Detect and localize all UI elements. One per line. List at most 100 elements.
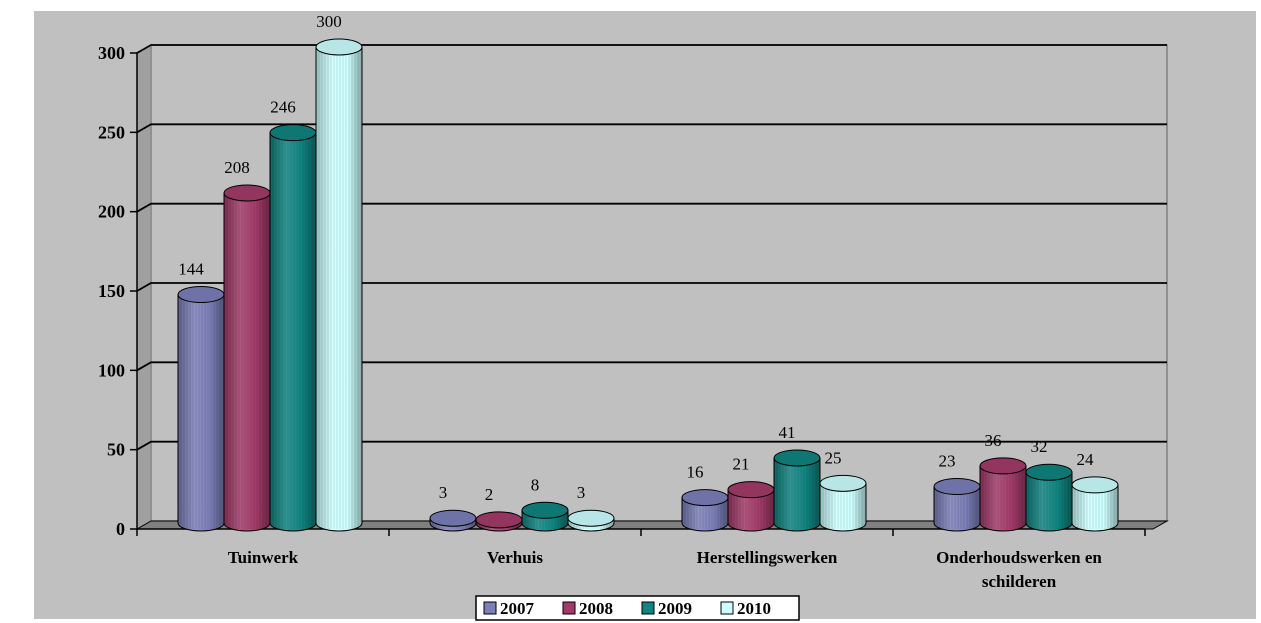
gridline — [136, 361, 1167, 372]
y-tick-label: 0 — [116, 519, 125, 539]
legend-label-2007: 2007 — [500, 599, 535, 618]
bar-top — [475, 511, 523, 529]
data-label: 24 — [1077, 450, 1095, 469]
bar-2010-1 — [567, 509, 615, 532]
y-tick-label: 50 — [107, 440, 125, 460]
bar-body — [979, 465, 1027, 532]
bar-texture — [318, 47, 359, 529]
bar-body — [1071, 484, 1119, 532]
bar-body — [819, 482, 867, 532]
bar-body — [1025, 471, 1073, 532]
data-label: 208 — [224, 158, 250, 177]
data-label: 21 — [733, 455, 750, 474]
data-label: 144 — [178, 260, 204, 279]
y-tick-label: 200 — [98, 202, 125, 222]
bar-body — [681, 497, 729, 532]
legend-label-2009: 2009 — [658, 599, 692, 618]
data-label: 2 — [485, 485, 494, 504]
bar-2007-0 — [177, 286, 225, 532]
data-label: 36 — [985, 431, 1002, 450]
gridline — [136, 44, 1167, 54]
bar-top — [819, 474, 867, 492]
gridlines — [136, 44, 1167, 451]
bar-top — [567, 509, 615, 527]
gridline — [136, 202, 1167, 213]
bar-2008-2 — [727, 481, 775, 532]
bar-2007-2 — [681, 489, 729, 532]
bar-2009-2 — [773, 449, 821, 532]
bar-top — [269, 124, 317, 142]
bar-top — [223, 184, 271, 202]
bar-top — [681, 489, 729, 507]
bar-top — [727, 481, 775, 499]
bar-top — [429, 509, 477, 527]
y-tick-label: 100 — [98, 360, 125, 380]
legend-swatch-2008 — [562, 601, 576, 615]
bar-2010-2 — [819, 474, 867, 532]
data-label: 32 — [1031, 437, 1048, 456]
bar-2009-0 — [269, 124, 317, 532]
x-category-label: Verhuis — [487, 548, 543, 567]
bar-top — [315, 38, 363, 56]
bar-top — [1071, 476, 1119, 494]
legend-label-2010: 2010 — [737, 599, 771, 618]
gridline — [136, 123, 1167, 134]
legend-swatch-2010 — [720, 601, 734, 615]
gridline — [136, 282, 1167, 292]
bar-2008-1 — [475, 511, 523, 532]
bar-texture — [180, 294, 221, 529]
bars — [177, 38, 1119, 532]
data-label: 8 — [531, 475, 540, 494]
y-tick-label: 150 — [98, 281, 125, 301]
bar-body — [269, 132, 317, 532]
data-label: 16 — [687, 463, 704, 482]
legend-swatch-2009 — [641, 601, 655, 615]
gridline — [136, 440, 1167, 451]
y-tick-label: 300 — [98, 43, 125, 63]
bar-body — [773, 457, 821, 532]
bar-2009-3 — [1025, 463, 1073, 532]
bar-texture — [272, 132, 313, 529]
y-tick-label: 250 — [98, 122, 125, 142]
bar-2007-3 — [933, 478, 981, 532]
bar-texture — [226, 192, 267, 529]
bar-texture — [776, 457, 817, 529]
bar-texture — [982, 465, 1023, 529]
axes: 0 50 100 150 200 250 300 Tuinwerk Verhuis Herstel… — [98, 43, 1146, 591]
bar-2010-3 — [1071, 476, 1119, 532]
data-label: 3 — [577, 483, 586, 502]
bar-2007-1 — [429, 509, 477, 532]
data-label: 41 — [779, 423, 796, 442]
legend-swatch-2007 — [483, 601, 497, 615]
legend-box — [475, 595, 800, 621]
x-category-label: Herstellingswerken — [697, 548, 838, 567]
bar-top — [177, 286, 225, 304]
bar-top — [521, 501, 569, 519]
bar-top — [979, 457, 1027, 475]
data-label: 23 — [939, 452, 956, 471]
x-category-label: Tuinwerk — [228, 548, 299, 567]
data-label: 3 — [439, 483, 448, 502]
legend-label-2008: 2008 — [579, 599, 613, 618]
bar-2008-3 — [979, 457, 1027, 532]
bar-2009-1 — [521, 501, 569, 532]
bar-body — [223, 192, 271, 532]
bar-texture — [1028, 472, 1069, 529]
data-label: 246 — [270, 98, 296, 117]
x-category-label: Onderhoudswerken en schilderen — [936, 548, 1102, 591]
bar-body — [727, 489, 775, 532]
bar-body — [315, 46, 363, 532]
bar-body — [177, 294, 225, 532]
bar-2010-0 — [315, 38, 363, 532]
bar-top — [773, 449, 821, 467]
bar-top — [1025, 463, 1073, 481]
legend: 2007 2008 2009 2010 — [475, 595, 800, 621]
bar-body — [933, 486, 981, 532]
bar-2008-0 — [223, 184, 271, 532]
data-label: 300 — [316, 12, 342, 31]
bar-top — [933, 478, 981, 496]
data-label: 25 — [825, 448, 842, 467]
